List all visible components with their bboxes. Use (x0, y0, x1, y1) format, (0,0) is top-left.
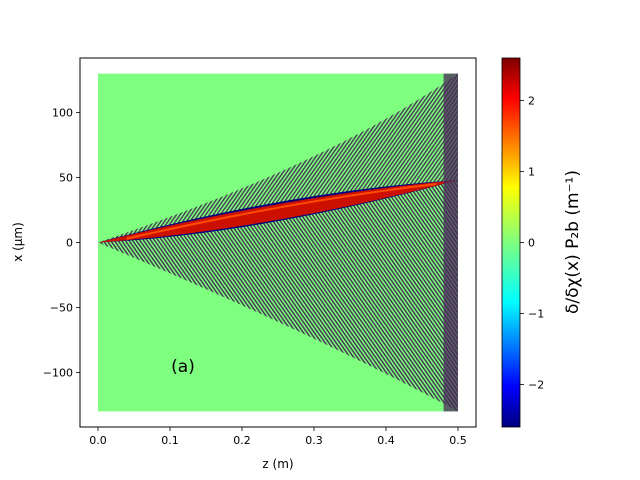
x-tick-label: 0.0 (89, 434, 107, 447)
y-tick-label: −100 (43, 366, 73, 379)
colorbar-tick-label: −1 (528, 307, 544, 320)
plot-area (79, 57, 477, 428)
colorbar-label: δ/δχ(x) P₂b (m⁻¹) (563, 170, 583, 314)
colorbar-tick-label: −2 (528, 378, 544, 391)
colorbar-tick-label: 0 (528, 237, 535, 250)
x-tick-label: 0.5 (449, 434, 467, 447)
x-tick-label: 0.3 (305, 434, 323, 447)
beam-peak-line (126, 183, 437, 240)
y-axis: 100 50 0 −50 −100 (43, 107, 80, 379)
y-tick-label: 100 (52, 107, 73, 120)
colorbar-tick-label: 1 (528, 166, 535, 179)
x-tick-label: 0.4 (377, 434, 395, 447)
y-tick-label: −50 (50, 301, 73, 314)
colorbar: 2 1 0 −1 −2 δ/δχ(x) P₂b (m⁻¹) (501, 57, 583, 428)
x-axis: 0.0 0.1 0.2 0.3 0.4 0.5 (89, 427, 467, 447)
colorbar-tick-label: 2 (528, 95, 535, 108)
colorbar-ticks: 2 1 0 −1 −2 (520, 95, 544, 391)
y-tick-label: 0 (66, 237, 73, 250)
x-tick-label: 0.2 (233, 434, 251, 447)
x-tick-label: 0.1 (161, 434, 179, 447)
beam-core (98, 180, 458, 243)
colorbar-gradient (501, 57, 521, 428)
x-axis-label: z (m) (262, 457, 293, 471)
panel-label: (a) (171, 357, 195, 377)
fringe-region-lower (98, 180, 458, 412)
end-noise-strip (443, 73, 458, 412)
y-axis-label: x (μm) (11, 222, 25, 262)
y-tick-label: 50 (59, 172, 73, 185)
heatmap-image (98, 73, 458, 412)
